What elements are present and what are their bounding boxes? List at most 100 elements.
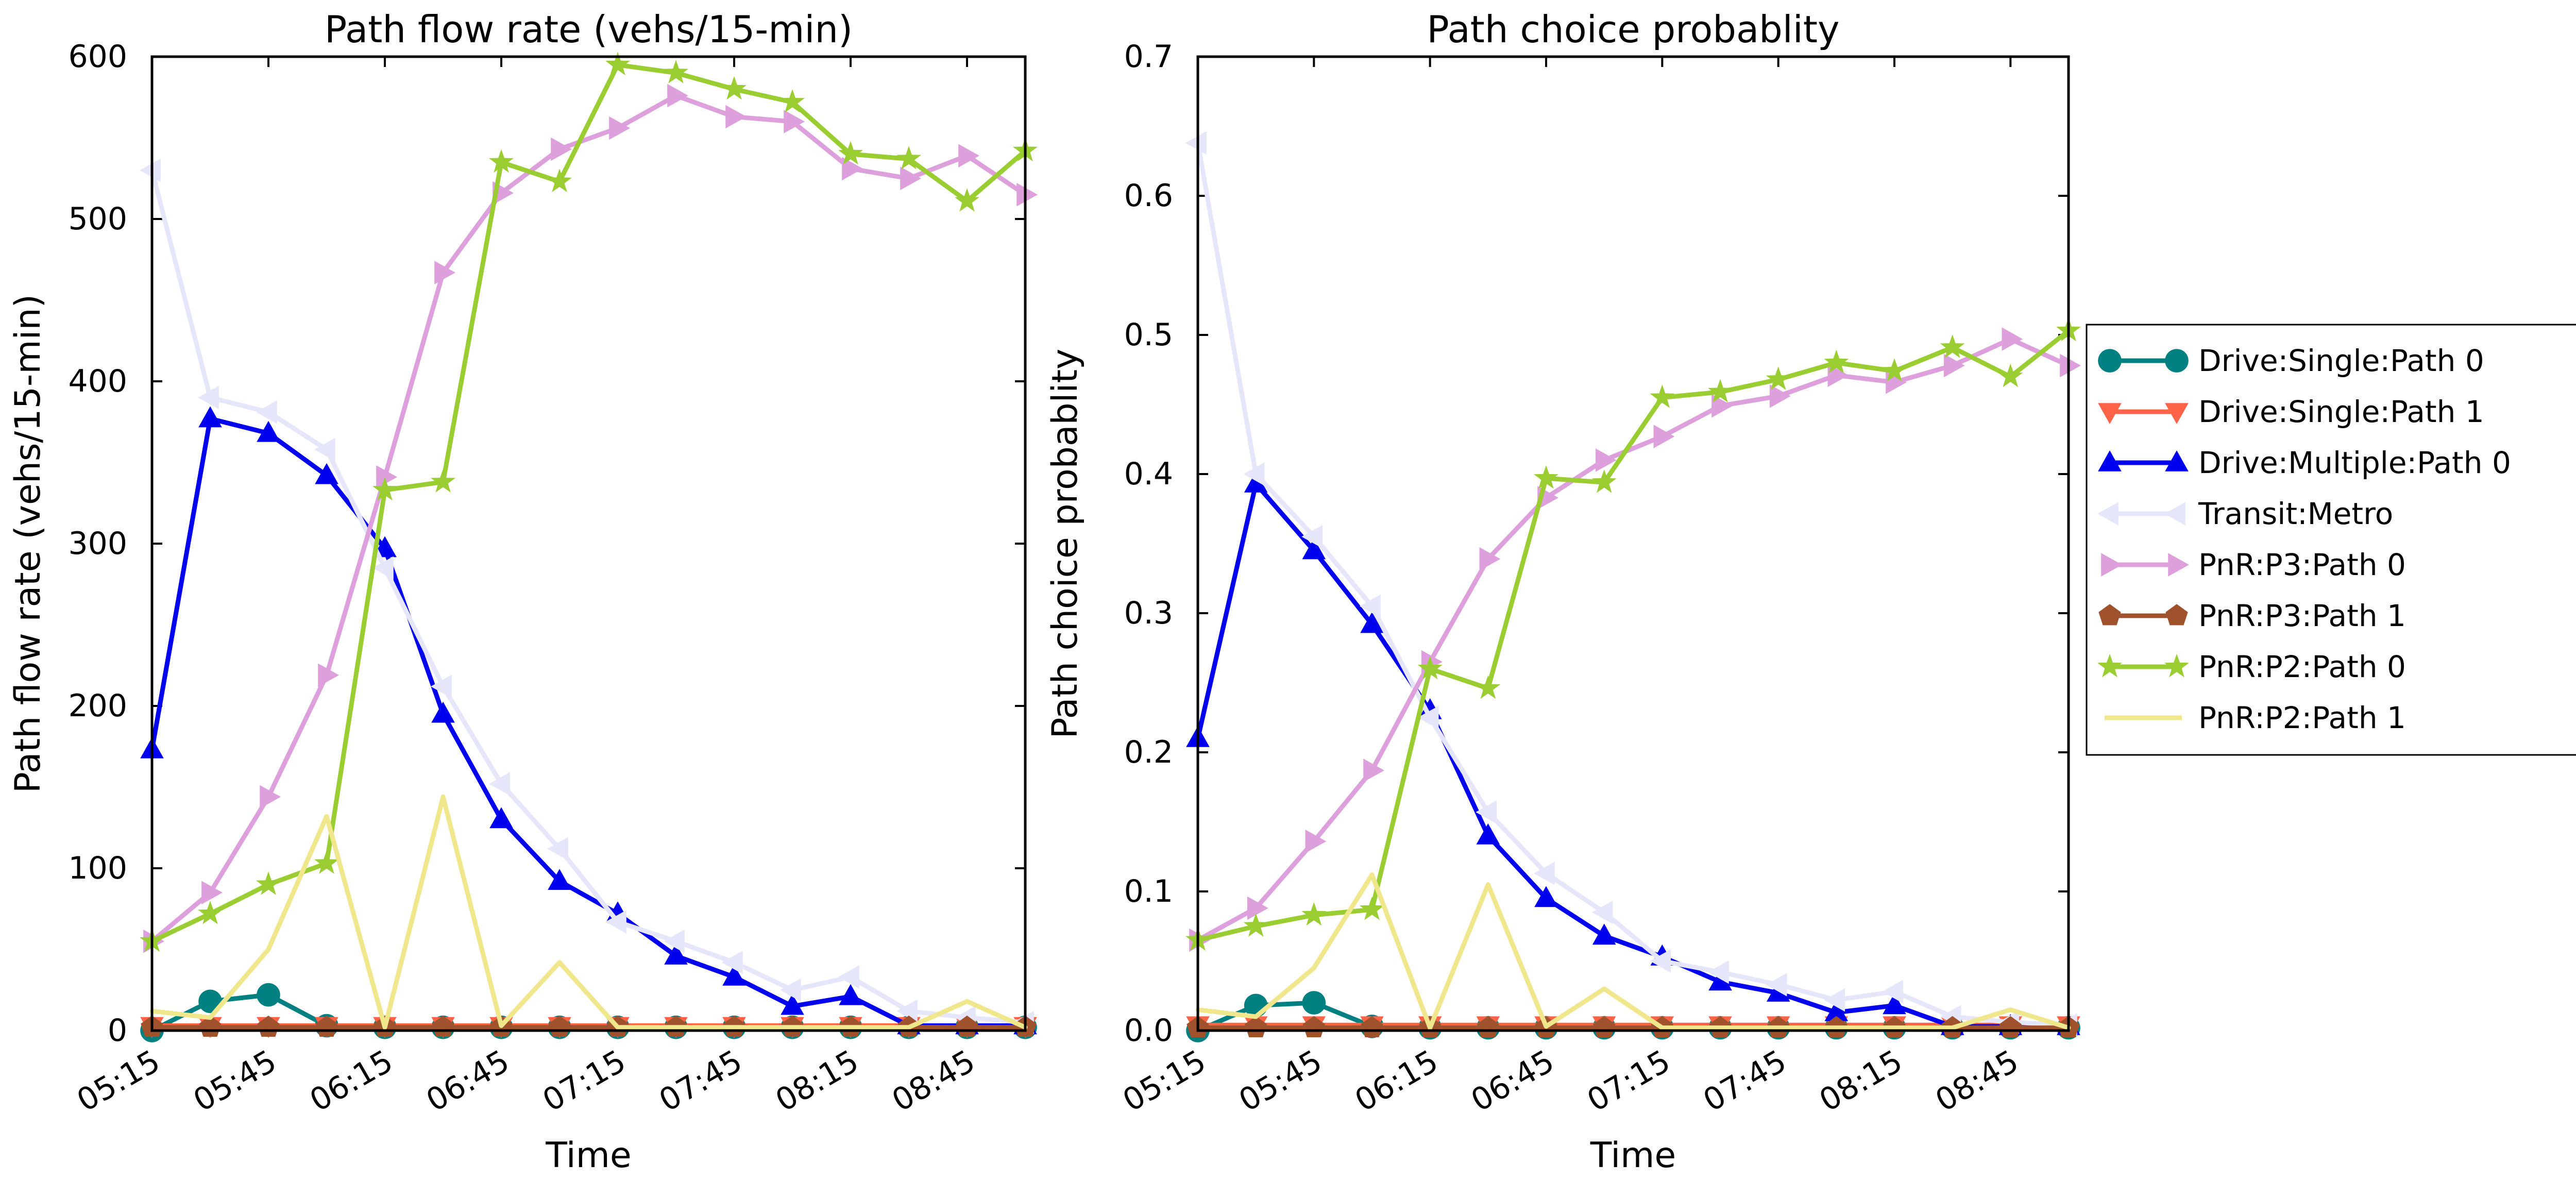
y-tick-label: 500: [68, 201, 127, 237]
data-point: [1824, 349, 1849, 374]
data-point: [784, 110, 805, 133]
legend-marker: [2165, 450, 2189, 471]
data-point: [1244, 471, 1268, 493]
data-point: [1417, 655, 1443, 680]
data-point: [1243, 462, 1265, 486]
data-point: [1711, 394, 1733, 418]
data-point: [1302, 538, 1326, 560]
data-point: [1476, 800, 1497, 824]
data-point: [664, 943, 688, 965]
y-axis-label: Path flow rate (vehs/15-min): [8, 294, 48, 793]
data-point: [1361, 1016, 1383, 1037]
data-point: [1479, 547, 1501, 571]
data-point: [780, 978, 801, 1002]
data-point: [1185, 131, 1207, 155]
data-point: [1998, 363, 2023, 387]
legend-marker: [2168, 553, 2189, 577]
data-point: [1595, 448, 1617, 472]
x-tick-label: 08:15: [1814, 1043, 1909, 1119]
data-point: [725, 105, 747, 129]
data-point: [1769, 384, 1791, 408]
data-point: [1360, 896, 1384, 920]
legend-marker: [2164, 653, 2189, 678]
data-point: [896, 146, 921, 170]
data-point: [257, 420, 280, 442]
x-tick-label: 06:15: [304, 1043, 399, 1119]
data-point: [722, 76, 747, 100]
data-point: [256, 400, 277, 424]
data-point: [314, 437, 335, 462]
data-point: [1653, 425, 1675, 448]
data-point: [838, 965, 859, 989]
data-point: [664, 930, 685, 953]
data-point: [955, 188, 979, 212]
plot-frame: [150, 55, 1027, 1032]
x-tick-label: 07:45: [1697, 1043, 1792, 1119]
y-axis-label: Path choice probablity: [1045, 349, 1086, 739]
data-point: [318, 663, 339, 687]
legend: Drive:Single:Path 0 Drive:Single:Path 1 Dr…: [2086, 324, 2576, 756]
y-tick-label: 0.4: [1124, 456, 1173, 492]
legend-marker: [2098, 349, 2122, 373]
y-tick-label: 0.7: [1124, 39, 1173, 75]
data-point: [431, 675, 452, 698]
series-line: [1195, 481, 2071, 1029]
data-point: [1940, 334, 1965, 358]
data-point: [1591, 469, 1617, 493]
data-point: [1882, 358, 1907, 382]
legend-marker: [2097, 653, 2122, 678]
data-point: [1016, 182, 1038, 207]
data-point: [260, 785, 281, 809]
data-point: [2002, 327, 2023, 351]
x-tick-label: 08:45: [1929, 1043, 2025, 1119]
legend-marker: [2165, 604, 2188, 626]
x-tick-label: 07:15: [1581, 1043, 1676, 1119]
data-point: [1360, 594, 1381, 618]
data-point: [781, 993, 804, 1015]
data-point: [2060, 353, 2081, 378]
series-line: [1195, 328, 2071, 942]
data-point: [1245, 1016, 1267, 1037]
data-point: [547, 837, 568, 861]
data-point: [489, 772, 510, 796]
data-point: [1708, 969, 1732, 991]
series-group: [1185, 131, 2081, 1042]
series-group: [140, 52, 1038, 1042]
x-tick-label: 07:15: [537, 1043, 632, 1119]
y-tick-label: 0.1: [1124, 873, 1173, 909]
data-point: [1592, 923, 1616, 945]
flow-rate-chart: Path flow rate (vehs/15-min) 0 100 200 300 40…: [8, 8, 1038, 1176]
legend-entry-label: Drive:Multiple:Path 0: [2198, 445, 2511, 480]
series-line: [149, 416, 1028, 1028]
legend-entry-label: PnR:P3:Path 0: [2198, 547, 2406, 582]
data-point: [958, 144, 979, 167]
data-point: [431, 469, 455, 493]
legend-marker: [2165, 349, 2189, 373]
legend-entry-label: Transit:Metro: [2198, 496, 2393, 531]
data-point: [1301, 525, 1323, 549]
legend-entry-label: Drive:Single:Path 1: [2198, 394, 2484, 429]
data-point: [257, 983, 280, 1007]
x-tick-label: 07:45: [653, 1043, 749, 1119]
x-axis-label: Time: [1590, 1135, 1676, 1176]
data-point: [201, 881, 223, 904]
data-point: [1360, 612, 1384, 633]
data-point: [780, 89, 805, 113]
data-point: [1301, 902, 1327, 926]
data-point: [1766, 366, 1791, 390]
legend-entry-label: Drive:Single:Path 0: [2198, 343, 2484, 378]
data-point: [1476, 823, 1500, 845]
data-point: [839, 984, 862, 1005]
data-point: [1766, 973, 1787, 997]
x-tick-label: 06:45: [420, 1043, 516, 1119]
x-tick-label: 06:15: [1349, 1043, 1444, 1119]
y-tick-label: 200: [68, 688, 127, 724]
data-point: [372, 477, 397, 501]
data-point: [1243, 913, 1268, 937]
data-point: [1650, 949, 1671, 973]
data-point: [667, 83, 688, 108]
data-point: [900, 166, 921, 191]
data-point: [1534, 465, 1558, 489]
data-point: [1824, 988, 1845, 1012]
